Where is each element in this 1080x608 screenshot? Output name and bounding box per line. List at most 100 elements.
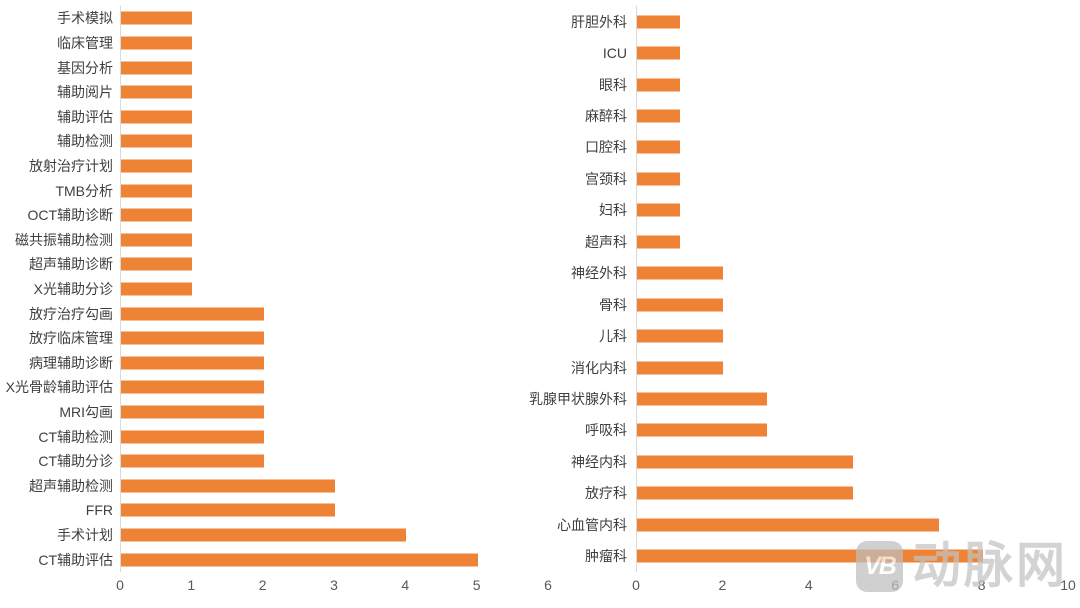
- bar: [121, 380, 264, 394]
- bar: [637, 15, 681, 29]
- bar: [637, 203, 681, 217]
- bar: [637, 46, 681, 60]
- chart-row: 眼科: [520, 68, 1080, 101]
- category-label: 儿科: [599, 328, 627, 345]
- bar: [637, 140, 681, 154]
- vb-logo-text: VB: [864, 552, 897, 580]
- bar: [121, 331, 264, 345]
- x-tick-label: 4: [401, 577, 410, 593]
- chart-row: 手术模拟: [0, 6, 549, 31]
- category-label: FFR: [85, 502, 113, 519]
- category-label: 辅助检测: [57, 133, 113, 150]
- bar: [637, 392, 767, 406]
- category-label: 妇科: [599, 202, 627, 219]
- chart-row: CT辅助分诊: [0, 448, 549, 474]
- chart-hospital-departments: 肝胆外科 ICU 眼科 麻醉科 口腔科 宫颈科 妇科 超声科 神经外科 骨科 儿科 消化内科 乳腺甲状腺…: [520, 0, 1080, 608]
- chart-row: 乳腺甲状腺外科: [520, 383, 1080, 415]
- x-tick-label: 0: [116, 577, 124, 593]
- bar: [121, 553, 478, 567]
- chart-row: OCT辅助诊断: [0, 202, 549, 228]
- x-tick-label: 5: [472, 577, 481, 593]
- bar: [121, 61, 193, 75]
- bar-track: [636, 37, 1069, 69]
- bar: [121, 110, 193, 124]
- bar-track: [120, 448, 549, 474]
- bar: [121, 528, 407, 542]
- bar-track: [636, 131, 1069, 164]
- bar: [121, 159, 193, 173]
- chart-ai-product-types: 手术模拟 临床管理 基因分析 辅助阅片 辅助评估 辅助检测 放射治疗计划 TMB分析 OCT辅助…: [0, 6, 552, 593]
- bar: [637, 235, 681, 249]
- category-label: 放疗科: [585, 485, 627, 502]
- category-label: ICU: [602, 45, 627, 62]
- chart-row: 呼吸科: [520, 414, 1080, 447]
- chart-row: 超声辅助诊断: [0, 252, 549, 277]
- category-label: 肝胆外科: [571, 13, 627, 30]
- bar: [637, 518, 940, 532]
- bar: [637, 423, 767, 437]
- bar: [121, 208, 193, 222]
- bar: [121, 233, 193, 247]
- category-label: 眼科: [599, 76, 627, 93]
- category-label: 骨科: [599, 296, 627, 313]
- x-tick-label: 2: [718, 577, 727, 593]
- bar: [637, 78, 681, 92]
- chart-row: 手术计划: [0, 522, 549, 548]
- bar-track: [120, 350, 549, 376]
- category-label: 心血管内科: [557, 516, 627, 533]
- chart-row: TMB分析: [0, 178, 549, 203]
- bar: [637, 266, 724, 280]
- chart-row: MRI勾画: [0, 399, 549, 425]
- bar: [121, 184, 193, 198]
- bar-track: [636, 477, 1069, 509]
- bar-track: [636, 351, 1069, 384]
- chart-row: CT辅助检测: [0, 424, 549, 449]
- category-label: 病理辅助诊断: [29, 354, 113, 371]
- rows: 肝胆外科 ICU 眼科 麻醉科 口腔科 宫颈科 妇科 超声科 神经外科 骨科 儿科 消化内科 乳腺甲状腺…: [520, 6, 1080, 572]
- bar: [637, 172, 681, 186]
- category-label: CT辅助分诊: [38, 453, 113, 470]
- chart-row: 辅助评估: [0, 104, 549, 130]
- bar-track: [120, 55, 549, 80]
- bar-track: [120, 375, 549, 400]
- bar-track: [120, 104, 549, 130]
- bar: [121, 36, 193, 50]
- chart-row: 妇科: [520, 194, 1080, 227]
- bar-track: [120, 325, 549, 351]
- rows: 手术模拟 临床管理 基因分析 辅助阅片 辅助评估 辅助检测 放射治疗计划 TMB分析 OCT辅助…: [0, 6, 549, 573]
- bar-track: [120, 129, 549, 154]
- category-label: X光骨龄辅助评估: [5, 379, 113, 396]
- bar: [637, 455, 853, 469]
- bar-track: [120, 6, 549, 31]
- category-label: 神经内科: [571, 453, 627, 470]
- bar: [121, 503, 335, 517]
- x-tick-label: 10: [1060, 577, 1076, 593]
- chart-row: 骨科: [520, 288, 1080, 321]
- chart-row: 病理辅助诊断: [0, 350, 549, 376]
- bar-track: [636, 446, 1069, 478]
- bar-track: [120, 547, 549, 573]
- bar: [637, 361, 724, 375]
- category-label: 呼吸科: [585, 422, 627, 439]
- category-label: 宫颈科: [585, 170, 627, 187]
- chart-row: 超声科: [520, 226, 1080, 258]
- x-tick-label: 3: [330, 577, 338, 593]
- chart-row: 肝胆外科: [520, 6, 1080, 38]
- bar: [121, 85, 193, 99]
- bar-track: [120, 178, 549, 203]
- bar-track: [636, 414, 1069, 447]
- category-label: 肿瘤科: [585, 548, 627, 565]
- category-label: 麻醉科: [585, 108, 627, 125]
- chart-row: 辅助阅片: [0, 79, 549, 105]
- chart-row: 宫颈科: [520, 163, 1080, 195]
- bar-track: [120, 227, 549, 253]
- x-tick-label: 6: [544, 577, 552, 593]
- chart-row: 磁共振辅助检测: [0, 227, 549, 253]
- bar-track: [636, 257, 1069, 289]
- category-label: TMB分析: [55, 182, 113, 199]
- chart-row: 基因分析: [0, 55, 549, 80]
- chart-row: 放疗科: [520, 477, 1080, 509]
- chart-row: 口腔科: [520, 131, 1080, 164]
- x-tick-label: 2: [258, 577, 267, 593]
